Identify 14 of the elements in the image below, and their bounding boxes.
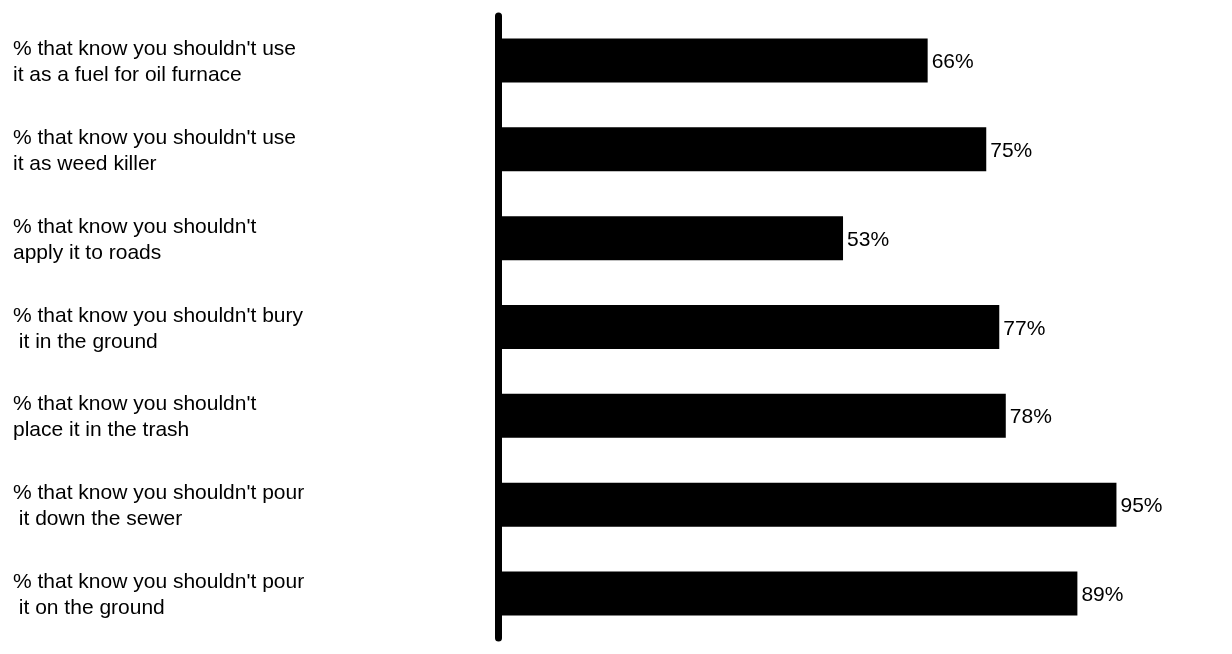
data-label: 53% [847,226,890,250]
y-tick-label: % that know you shouldn't place it in the trash [13,391,263,441]
y-tick-label: % that know you shouldn't use it as weed killer [13,124,302,174]
data-label: 78% [1009,404,1052,428]
data-label: 75% [990,137,1033,161]
y-tick-label: % that know you shouldn't use it as a fuel for oil furnace [13,35,302,85]
data-label: 77% [1003,315,1046,339]
data-label: 89% [1081,582,1124,606]
y-tick-label: % that know you shouldn't apply it to roads [13,213,263,263]
data-label: 95% [1120,493,1163,517]
y-tick-label: % that know you shouldn't bury it in the ground [13,302,304,352]
y-tick-label: % that know you shouldn't pour it down the sewer [13,480,305,530]
y-tick-label: % that know you shouldn't pour it on the ground [13,569,305,619]
data-label: 66% [931,48,974,72]
